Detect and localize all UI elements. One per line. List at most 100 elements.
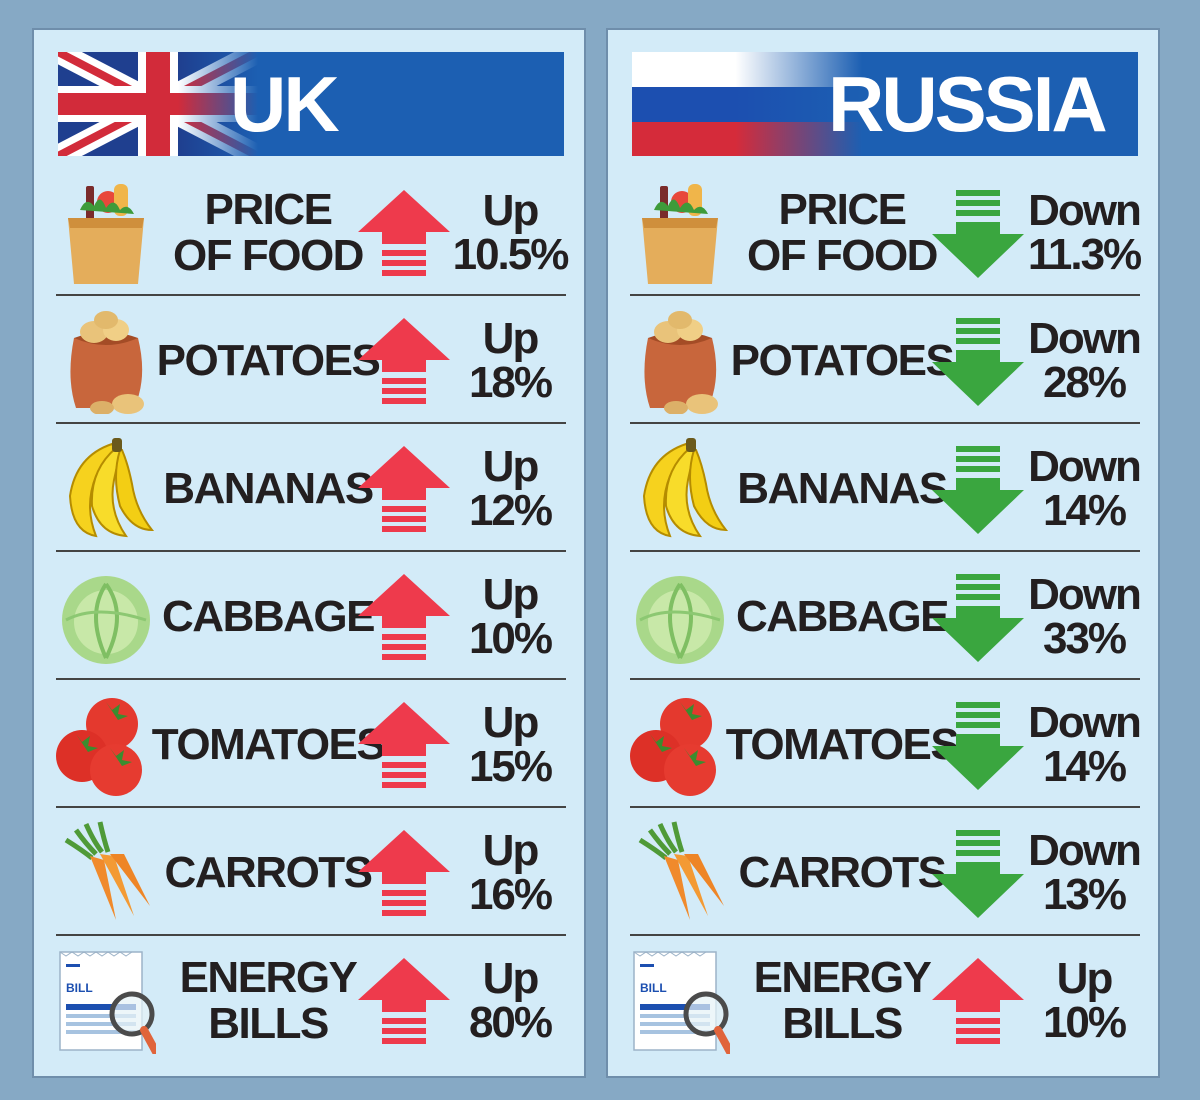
change-direction-word: Down (1028, 698, 1142, 747)
carrot-icon (630, 820, 730, 926)
item-label: BANANAS (737, 464, 948, 513)
arrow-up-icon (358, 958, 450, 1044)
item-label: POTATOES (156, 336, 381, 385)
item-label: PRICE OF FOOD (173, 185, 364, 280)
list-item: PRICE OF FOOD Up 10.5% (56, 170, 570, 296)
row-divider (56, 294, 566, 296)
banana-icon (56, 436, 156, 542)
change-percent: 14% (1042, 486, 1127, 535)
row-divider (630, 422, 1140, 424)
list-item: TOMATOES Up 15% (56, 682, 566, 808)
arrow-down-icon (932, 574, 1024, 662)
change-direction-word: Up (482, 186, 540, 235)
change-percent: 10% (1042, 998, 1127, 1047)
row-divider (56, 422, 566, 424)
arrow-down-icon (932, 318, 1024, 406)
russia-header: RUSSIA (632, 52, 1138, 156)
price-change: Up 10% (452, 554, 568, 680)
change-percent: 33% (1042, 614, 1127, 663)
change-direction-word: Up (1056, 954, 1114, 1003)
change-direction-word: Up (482, 954, 540, 1003)
arrow-down-icon (932, 190, 1024, 278)
change-direction-word: Up (482, 570, 540, 619)
bill-magnifier-icon: BILL (56, 948, 160, 1056)
cabbage-icon (630, 564, 730, 670)
arrow-up-icon (358, 318, 450, 404)
arrow-down-icon (932, 830, 1024, 918)
list-item: CABBAGE Up 10% (56, 554, 566, 680)
price-change: Up 16% (452, 810, 568, 936)
list-item: POTATOES Down 28% (630, 298, 1142, 424)
change-percent: 15% (468, 742, 553, 791)
row-divider (56, 678, 566, 680)
potato-sack-icon (630, 308, 730, 415)
item-label: TOMATOES (725, 720, 960, 769)
item-label: POTATOES (730, 336, 955, 385)
tomato-icon (630, 692, 730, 798)
item-label: CABBAGE (162, 592, 375, 641)
banana-icon (630, 436, 730, 542)
change-direction-word: Up (482, 314, 540, 363)
price-change: Up 80% (452, 938, 568, 1064)
bill-magnifier-icon: BILL (630, 948, 734, 1056)
tomato-icon (56, 692, 156, 798)
cabbage-icon (56, 564, 156, 670)
list-item: TOMATOES Down 14% (630, 682, 1142, 808)
change-direction-word: Up (482, 826, 540, 875)
item-label: BANANAS (163, 464, 374, 513)
arrow-up-icon (358, 446, 450, 532)
change-direction-word: Down (1028, 314, 1142, 363)
price-change: Down 14% (1026, 426, 1142, 552)
list-item: BILL ENERGY BILLS Up 80% (56, 938, 566, 1064)
change-percent: 14% (1042, 742, 1127, 791)
item-label: CABBAGE (736, 592, 949, 641)
russia-flag (632, 52, 862, 156)
row-divider (56, 550, 566, 552)
list-item: BILL ENERGY BILLS Up 10% (630, 938, 1140, 1064)
change-percent: 80% (468, 998, 553, 1047)
change-percent: 28% (1042, 358, 1127, 407)
uk-panel: UK PRICE OF FOOD Up 10.5% POTATOES Up 18% BA… (32, 28, 586, 1078)
price-change: Up 10% (1026, 938, 1142, 1064)
item-label: CARROTS (164, 848, 373, 897)
price-change: Up 15% (452, 682, 568, 808)
grocery-bag-icon (56, 180, 156, 286)
list-item: PRICE OF FOOD Down 11.3% (630, 170, 1142, 296)
row-divider (630, 678, 1140, 680)
change-percent: 12% (468, 486, 553, 535)
row-divider (56, 934, 566, 936)
change-direction-word: Down (1028, 186, 1142, 235)
row-divider (630, 550, 1140, 552)
arrow-up-icon (358, 574, 450, 660)
grocery-bag-icon (630, 180, 730, 286)
price-change: Down 33% (1026, 554, 1142, 680)
change-percent: 16% (468, 870, 553, 919)
price-change: Up 12% (452, 426, 568, 552)
russia-panel: RUSSIA PRICE OF FOOD Down 11.3% POTATOES Do… (606, 28, 1160, 1078)
price-change: Up 10.5% (452, 170, 570, 296)
arrow-down-icon (932, 702, 1024, 790)
uk-header: UK (58, 52, 564, 156)
potato-sack-icon (56, 308, 156, 415)
price-change: Down 28% (1026, 298, 1142, 424)
change-direction-word: Down (1028, 826, 1142, 875)
arrow-up-icon (358, 190, 450, 276)
country-title: UK (230, 60, 340, 148)
change-percent: 18% (468, 358, 553, 407)
change-direction-word: Up (482, 698, 540, 747)
item-label: ENERGY BILLS (179, 953, 358, 1048)
arrow-down-icon (932, 446, 1024, 534)
list-item: BANANAS Up 12% (56, 426, 566, 552)
change-direction-word: Up (482, 442, 540, 491)
item-label: ENERGY BILLS (753, 953, 932, 1048)
list-item: BANANAS Down 14% (630, 426, 1142, 552)
change-percent: 13% (1042, 870, 1127, 919)
change-percent: 10% (468, 614, 553, 663)
row-divider (630, 934, 1140, 936)
list-item: POTATOES Up 18% (56, 298, 566, 424)
bill-label: BILL (640, 981, 667, 995)
row-divider (630, 294, 1140, 296)
change-direction-word: Down (1028, 442, 1142, 491)
change-direction-word: Down (1028, 570, 1142, 619)
price-change: Down 14% (1026, 682, 1142, 808)
